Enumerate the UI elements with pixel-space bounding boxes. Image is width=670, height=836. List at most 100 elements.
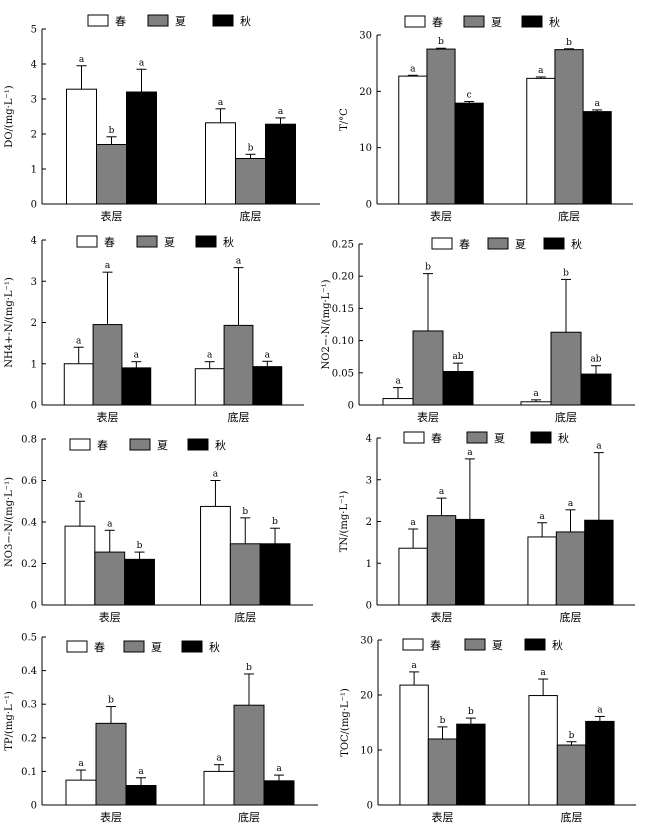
legend-swatch-spring [403, 431, 425, 444]
significance-label: a [594, 99, 600, 109]
y-axis-label: NH4+-N/(mg·L⁻¹) [4, 277, 15, 368]
chart-tp: 0 0.1 0.2 0.3 0.4 0.5 TP/(mg·L⁻¹) a b a 表层 a b a 底层 春 夏 秋 [4, 633, 318, 824]
legend-label-spring: 春 [459, 238, 470, 251]
x-tick-label: 表层 [97, 410, 119, 424]
significance-label: a [276, 764, 282, 774]
legend-swatch-spring [76, 235, 98, 248]
y-tick-label: 0 [366, 200, 372, 211]
bar-spring [382, 398, 414, 406]
y-tick-label: 0.10 [332, 336, 354, 347]
bar-summer [229, 543, 261, 606]
bar-autumn [252, 366, 283, 406]
bar-summer [426, 48, 456, 205]
legend-label-spring: 春 [104, 236, 115, 249]
legend-label-spring: 春 [94, 641, 105, 654]
bar-autumn [454, 102, 484, 205]
significance-label: a [207, 351, 213, 361]
y-axis-label: T/°C [339, 108, 350, 131]
bar-autumn [263, 780, 295, 806]
bar-spring [66, 88, 97, 205]
legend-label-autumn: 秋 [215, 438, 226, 452]
y-tick-label: 2 [31, 318, 37, 329]
bar-spring [399, 684, 429, 806]
legend-label-spring: 春 [97, 439, 108, 452]
bar-spring [520, 401, 552, 406]
legend-label-summer: 夏 [494, 432, 505, 445]
chart-toc: 0 10 20 30 TOC/(mg·L⁻¹) a b b 表层 a b a 底层 春 夏 秋 [340, 636, 636, 824]
significance-label: a [540, 668, 546, 678]
significance-label: a [596, 442, 602, 452]
y-tick-label: 0.5 [21, 633, 37, 644]
bar-summer [94, 551, 126, 606]
y-tick-label: 0 [348, 401, 354, 412]
y-tick-label: 20 [359, 87, 372, 98]
y-axis-label: DO/(mg·L⁻¹) [4, 85, 15, 147]
y-tick-label: 3 [366, 475, 372, 486]
bar-summer [233, 704, 265, 806]
y-axis-label: NO3−-N/(mg·L⁻¹) [4, 477, 15, 567]
legend-swatch-autumn [212, 14, 234, 27]
x-tick-label: 底层 [238, 810, 260, 824]
legend-swatch-summer [129, 438, 151, 451]
legend-label-summer: 夏 [151, 641, 162, 654]
bar-spring [65, 779, 97, 806]
legend-label-summer: 夏 [157, 439, 168, 452]
y-tick-label: 10 [360, 746, 373, 757]
y-tick-label: 0.20 [332, 272, 354, 283]
legend-swatch-autumn [543, 237, 565, 250]
significance-label: a [138, 767, 144, 777]
legend-label-spring: 春 [115, 15, 126, 28]
y-tick-label: 30 [360, 636, 373, 647]
bar-spring [205, 122, 236, 205]
significance-label: a [134, 351, 140, 361]
y-tick-label: 0 [31, 200, 37, 211]
y-tick-label: 0 [367, 801, 373, 812]
significance-label: a [467, 448, 473, 458]
significance-label: a [218, 98, 224, 108]
legend-label-autumn: 秋 [223, 235, 234, 249]
legend-label-summer: 夏 [515, 238, 526, 251]
legend-label-spring: 春 [430, 639, 441, 652]
legend-swatch-spring [404, 15, 426, 28]
y-tick-label: 0.8 [21, 435, 37, 446]
y-axis-label: TP/(mg·L⁻¹) [4, 691, 15, 751]
y-tick-label: 0 [366, 601, 372, 612]
significance-label: b [242, 507, 248, 517]
y-tick-label: 0.1 [21, 767, 37, 778]
x-tick-label: 表层 [432, 810, 454, 824]
y-tick-label: 30 [359, 31, 372, 42]
chart-do: 0 1 2 3 4 5 DO/(mg·L⁻¹) a b a 表层 a b a 底层 春 夏 秋 [4, 14, 320, 223]
legend-swatch-spring [69, 438, 91, 451]
bar-spring [64, 525, 96, 606]
significance-label: b [425, 263, 431, 273]
bar-autumn [442, 371, 474, 406]
y-tick-label: 0.4 [21, 518, 37, 529]
y-tick-label: 2 [366, 517, 372, 528]
significance-label: b [563, 268, 569, 278]
bar-autumn [584, 519, 614, 606]
bar-autumn [456, 723, 486, 806]
bar-spring [528, 695, 558, 806]
y-tick-label: 0.15 [332, 304, 354, 315]
x-tick-label: 底层 [561, 810, 583, 824]
legend-label-summer: 夏 [164, 236, 175, 249]
legend-swatch-summer [487, 237, 509, 250]
y-tick-label: 0 [31, 801, 37, 812]
bar-autumn [259, 543, 291, 606]
legend-swatch-summer [463, 15, 485, 28]
legend-label-spring: 春 [432, 16, 443, 29]
y-axis-label: TOC/(mg·L⁻¹) [340, 688, 351, 757]
bar-spring [526, 77, 556, 205]
legend-swatch-summer [466, 431, 488, 444]
legend-swatch-autumn [181, 640, 203, 653]
y-tick-label: 1 [31, 165, 37, 176]
chart-no3: 0 0.2 0.4 0.6 0.8 NO3−-N/(mg·L⁻¹) a a b 表层 a b b 底层 春 夏… [4, 435, 313, 624]
x-tick-label: 底层 [555, 410, 577, 424]
y-tick-label: 0.3 [21, 700, 37, 711]
significance-label: a [278, 107, 284, 117]
significance-label: a [539, 512, 545, 522]
legend-label-summer: 夏 [491, 16, 502, 29]
x-tick-label: 表层 [100, 810, 122, 824]
legend-label-autumn: 秋 [558, 431, 569, 445]
